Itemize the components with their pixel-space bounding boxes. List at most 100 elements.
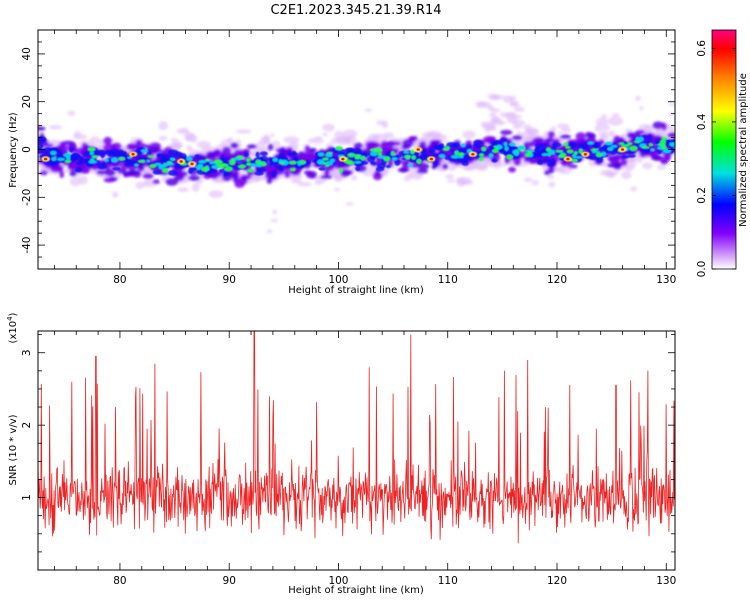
spectrogram-cell — [511, 135, 523, 141]
spectrogram-cell — [271, 170, 277, 177]
spectrogram-cell — [59, 169, 65, 178]
spectrogram-cell — [479, 153, 484, 157]
spectrogram-cell — [457, 155, 464, 159]
spectrogram-cell — [134, 163, 139, 167]
spectrogram-cell — [627, 154, 636, 158]
spectrogram-cell — [162, 162, 167, 168]
spectrogram-cell — [86, 163, 93, 168]
spectrogram-cell — [485, 148, 495, 153]
spectrogram-cell — [191, 182, 200, 192]
spectrogram-cell — [568, 142, 578, 147]
spectrogram-cell — [565, 145, 571, 149]
spectrogram-cell — [126, 142, 139, 151]
spectrogram-cell — [376, 120, 386, 126]
spectrogram-cell — [416, 168, 429, 174]
spectrogram-cell — [255, 151, 260, 158]
spectrogram-cell — [112, 191, 119, 198]
spectrogram-cell — [668, 102, 675, 106]
spectrogram-cell — [198, 159, 207, 164]
spectrogram-cell — [69, 147, 74, 153]
spectrogram-cell — [573, 151, 578, 155]
spectrogram-cell — [391, 157, 398, 161]
spectrogram-cell — [372, 171, 383, 181]
spectrogram-cell — [587, 141, 595, 145]
spectrogram-cell — [238, 164, 247, 169]
spectrogram-cell — [488, 153, 494, 158]
spectrogram-cell — [613, 142, 618, 146]
x-tick-label: 80 — [113, 575, 126, 587]
spectrogram-cell — [636, 157, 643, 164]
spectrogram-cell — [557, 123, 570, 129]
spectrogram-cell — [585, 132, 596, 139]
spectrogram-cell — [410, 149, 415, 155]
spectrogram-cell — [547, 173, 554, 180]
spectrogram-cell — [243, 152, 249, 158]
spectrogram-cell — [661, 122, 667, 131]
spectrogram-cell — [598, 146, 606, 150]
spectrogram-cell — [89, 151, 95, 156]
colorbar-tick-label: 0.0 — [696, 261, 708, 278]
spectrogram-cell — [606, 155, 619, 162]
spectrogram-cell — [214, 160, 223, 164]
spectrogram-cell — [466, 148, 473, 153]
spectrogram-cell — [287, 152, 298, 157]
spectrogram-cell — [574, 156, 583, 159]
spectrogram-cell — [436, 136, 443, 140]
spectrogram-cell — [491, 94, 500, 100]
spectrogram-cell — [79, 168, 91, 174]
spectrogram-cell — [416, 162, 430, 171]
spectrogram-cell — [399, 167, 408, 173]
spectrogram-cell — [429, 157, 434, 161]
spectrogram-cell — [317, 152, 325, 157]
spectrogram-cell — [550, 126, 557, 132]
spectrogram-cell — [188, 174, 201, 182]
spectrogram-cell — [314, 180, 323, 185]
spectrogram-cell — [656, 148, 662, 155]
spectrogram-cell — [630, 159, 637, 169]
spectrogram-cell — [431, 153, 440, 157]
spectrogram-cell — [661, 146, 668, 149]
spectrogram-cell — [158, 135, 168, 141]
spectrogram-cell — [487, 105, 495, 111]
spectrogram-cell — [607, 130, 616, 138]
spectrogram-cell — [167, 169, 179, 176]
spectrogram-cell — [267, 143, 274, 151]
spectrogram-cell — [416, 148, 420, 151]
spectrogram-cell — [189, 149, 199, 156]
spectrogram-cell — [647, 134, 653, 142]
colorbar: 0.0 0.2 0.4 0.6 Normalized spectral amplitu… — [696, 29, 749, 278]
spectrogram-cell — [508, 142, 516, 147]
spectrogram-cell — [295, 177, 301, 182]
spectrogram-cell — [650, 148, 655, 152]
spectrogram-cell — [458, 152, 465, 157]
spectrogram-cell — [180, 127, 189, 133]
spectrogram-cell — [186, 145, 193, 152]
spectrogram-cell — [330, 137, 337, 144]
spectrogram-cell — [658, 155, 671, 163]
spectrogram-cell — [446, 141, 457, 148]
spectrogram-cell — [496, 144, 501, 150]
spectrogram-cell — [51, 156, 57, 161]
spectrogram-cell — [111, 142, 122, 151]
spectrogram-cell — [546, 147, 552, 152]
spectrogram-cell — [246, 144, 257, 149]
spectrogram-cell — [270, 218, 279, 223]
chart-title: C2E1.2023.345.21.39.R14 — [270, 3, 441, 18]
spectrogram-cell — [154, 162, 161, 166]
spectrogram-cell — [197, 163, 204, 168]
spectrogram-cell — [91, 155, 98, 159]
spectrogram-cell — [329, 158, 336, 163]
spectrogram-cell — [433, 160, 439, 167]
spectrogram-cell — [488, 112, 497, 118]
spectrogram-cell — [380, 140, 390, 147]
spectrogram-cell — [233, 157, 240, 161]
spectrogram-cell — [324, 153, 333, 158]
spectrogram-cell — [135, 181, 145, 190]
spectrogram-cell — [537, 159, 544, 165]
spectrogram-cell — [104, 168, 116, 177]
spectrogram-cell — [283, 136, 300, 144]
spectrogram-cell — [177, 187, 189, 193]
spectrogram-cell — [140, 149, 148, 153]
spectrogram-cell — [288, 160, 297, 165]
